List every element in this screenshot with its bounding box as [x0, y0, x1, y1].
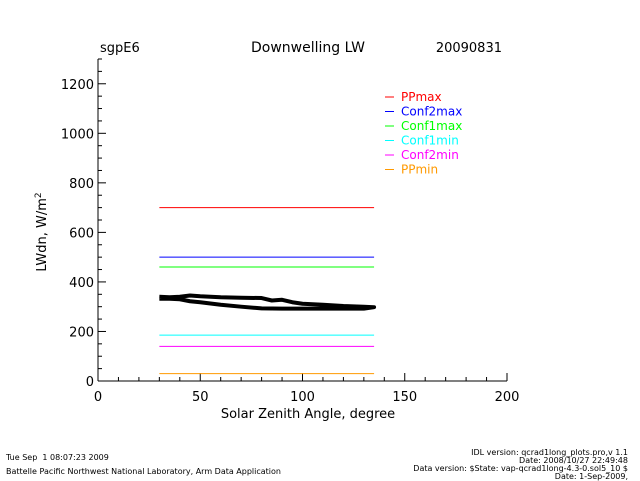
date-label: 20090831	[436, 41, 502, 56]
x-tick-label: 50	[192, 390, 209, 405]
footer-idl-date: Date: 2008/10/27 22:49:48	[519, 456, 628, 465]
site-label: sgpE6	[100, 41, 140, 56]
legend-label: Conf1max	[401, 119, 462, 133]
x-axis-label: Solar Zenith Angle, degree	[221, 407, 395, 422]
y-tick-label: 800	[69, 177, 94, 192]
footer-lab: Battelle Pacific Northwest National Labo…	[6, 467, 281, 476]
legend-label: Conf2max	[401, 105, 462, 119]
footer-idl-version: IDL version: qcrad1long_plots.pro,v 1.1	[471, 448, 628, 457]
y-axis-label: LWdn, W/m	[35, 198, 50, 272]
x-tick-label: 100	[290, 390, 315, 405]
x-tick-label: 0	[94, 390, 102, 405]
y-tick-label: 0	[86, 375, 94, 390]
x-tick-label: 150	[392, 390, 417, 405]
series-lwdn	[159, 293, 377, 311]
y-tick-label: 1000	[61, 127, 94, 142]
y-tick-label: 600	[69, 226, 94, 241]
chart-title: Downwelling LW	[251, 40, 365, 56]
svg-text:LWdn, W/m2: LWdn, W/m2	[34, 192, 50, 271]
y-axis-label-sup: 2	[34, 192, 44, 198]
legend-label: Conf1min	[401, 134, 459, 148]
footer-timestamp: Tue Sep 1 08:07:23 2009	[6, 453, 109, 462]
x-tick-label: 200	[495, 390, 520, 405]
y-tick-label: 400	[69, 276, 94, 291]
legend-label: Conf2min	[401, 148, 459, 162]
y-tick-label: 200	[69, 325, 94, 340]
legend-label: PPmin	[401, 163, 438, 177]
footer-data-date: Date: 1-Sep-2009,	[554, 472, 628, 481]
legend-label: PPmax	[401, 90, 442, 104]
y-tick-label: 1200	[61, 78, 94, 93]
footer-data-version: Data version: $State: vap-qcrad1long-4.3…	[413, 464, 628, 473]
